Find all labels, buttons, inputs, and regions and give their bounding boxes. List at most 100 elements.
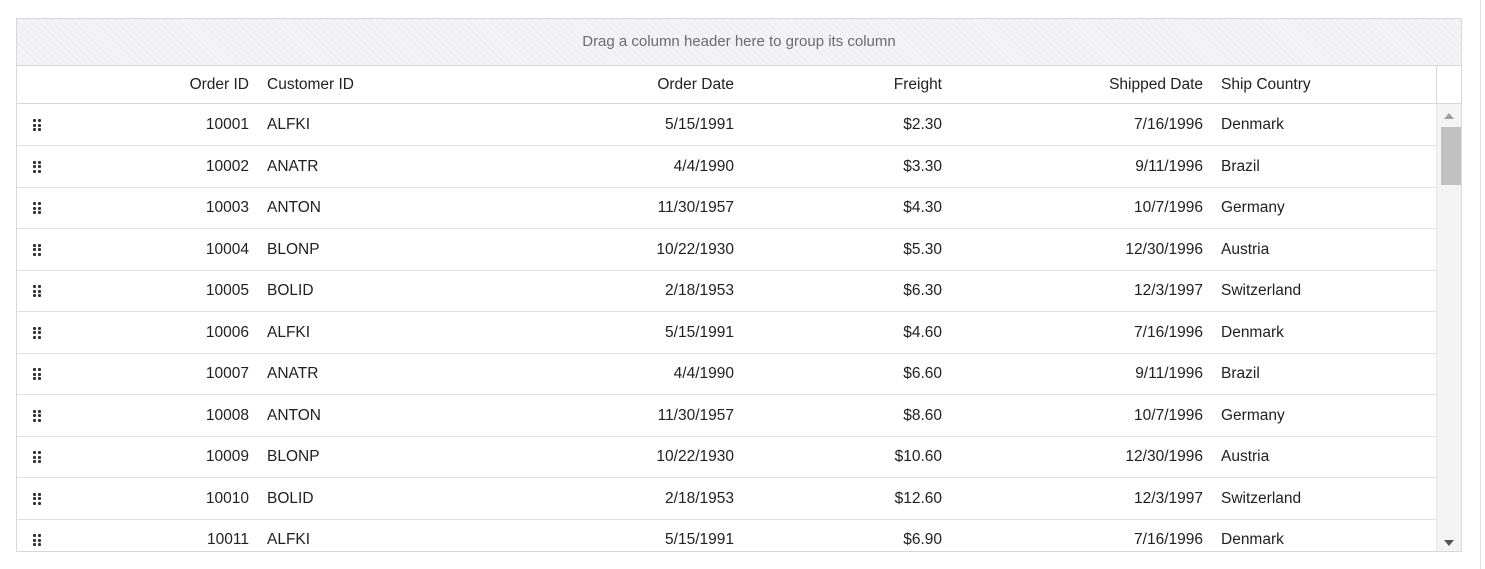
- drag-handle-icon[interactable]: [33, 368, 41, 380]
- drag-handle-icon[interactable]: [33, 326, 41, 339]
- drag-handle-icon[interactable]: [33, 160, 41, 173]
- cell-customer-id: ALFKI: [267, 116, 311, 133]
- cell-freight: $6.90: [903, 531, 942, 548]
- cell-order-id: 10005: [205, 282, 249, 299]
- header-scrollbar-gap: [1436, 66, 1461, 103]
- cell-order-id: 10004: [205, 240, 249, 258]
- cell-order-date: 11/30/1957: [657, 199, 734, 216]
- scrollbar-thumb[interactable]: [1441, 127, 1461, 185]
- arrow-down-icon[interactable]: [1444, 540, 1454, 546]
- table-row[interactable]: 10002 ANATR 4/4/1990 $3.30 9/11/1996 Brazil: [17, 146, 1438, 188]
- cell-freight: $4.30: [903, 199, 942, 216]
- cell-order-date: 5/15/1991: [665, 116, 734, 133]
- column-header-order-date[interactable]: Order Date: [657, 76, 734, 93]
- drag-handle-icon[interactable]: [33, 202, 41, 214]
- cell-freight: $2.30: [903, 116, 942, 133]
- vertical-scrollbar[interactable]: [1436, 104, 1461, 551]
- cell-freight: $6.30: [903, 282, 942, 299]
- cell-order-date: 10/22/1930: [656, 448, 734, 465]
- cell-customer-id: BOLID: [267, 489, 314, 507]
- cell-order-id: 10010: [205, 489, 249, 507]
- table-row[interactable]: 10005 BOLID 2/18/1953 $6.30 12/3/1997 Switzer…: [17, 270, 1438, 312]
- cell-order-id: 10002: [205, 157, 249, 175]
- column-header-order-id[interactable]: Order ID: [189, 76, 249, 93]
- cell-ship-country: Denmark: [1221, 116, 1284, 133]
- cell-order-date: 5/15/1991: [665, 531, 734, 548]
- drag-handle-icon[interactable]: [33, 492, 41, 505]
- drag-handle-icon[interactable]: [33, 534, 41, 546]
- group-drop-area[interactable]: Drag a column header here to group its c…: [17, 19, 1461, 66]
- drag-handle-icon[interactable]: [33, 285, 41, 297]
- cell-ship-country: Switzerland: [1221, 282, 1302, 299]
- cell-shipped-date: 9/11/1996: [1135, 365, 1203, 382]
- cell-shipped-date: 10/7/1996: [1134, 199, 1203, 216]
- column-header-shipped-date[interactable]: Shipped Date: [1109, 76, 1203, 93]
- cell-order-date: 4/4/1990: [673, 365, 734, 382]
- cell-ship-country: Brazil: [1221, 157, 1260, 175]
- column-header-ship-country[interactable]: Ship Country: [1221, 76, 1311, 93]
- cell-ship-country: Austria: [1221, 448, 1270, 465]
- cell-customer-id: BOLID: [267, 282, 314, 299]
- table-row[interactable]: 10011 ALFKI 5/15/1991 $6.90 7/16/1996 Denmark: [17, 519, 1438, 551]
- cell-freight: $8.60: [903, 406, 942, 424]
- cell-order-date: 5/15/1991: [665, 323, 734, 341]
- table-row[interactable]: 10008 ANTON 11/30/1957 $8.60 10/7/1996 German…: [17, 395, 1438, 437]
- cell-ship-country: Denmark: [1221, 323, 1284, 341]
- table-row[interactable]: 10003 ANTON 11/30/1957 $4.30 10/7/1996 German…: [17, 187, 1438, 229]
- cell-shipped-date: 7/16/1996: [1134, 323, 1203, 341]
- cell-shipped-date: 12/3/1997: [1134, 282, 1203, 299]
- cell-order-id: 10001: [205, 116, 249, 133]
- column-header-customer-id[interactable]: Customer ID: [267, 76, 354, 93]
- drag-handle-icon[interactable]: [33, 451, 41, 463]
- cell-customer-id: ALFKI: [267, 531, 311, 548]
- cell-ship-country: Germany: [1221, 199, 1285, 216]
- cell-shipped-date: 12/3/1997: [1134, 489, 1203, 507]
- cell-shipped-date: 12/30/1996: [1125, 240, 1203, 258]
- cell-customer-id: ANATR: [267, 365, 319, 382]
- cell-freight: $4.60: [903, 323, 942, 341]
- data-grid: Drag a column header here to group its c…: [16, 18, 1462, 552]
- table-row[interactable]: 10006 ALFKI 5/15/1991 $4.60 7/16/1996 Denmark: [17, 312, 1438, 354]
- cell-order-date: 2/18/1953: [665, 282, 734, 299]
- arrow-up-icon[interactable]: [1444, 113, 1454, 119]
- drag-handle-icon[interactable]: [33, 243, 41, 256]
- cell-order-date: 11/30/1957: [657, 406, 734, 424]
- table-row[interactable]: 10009 BLONP 10/22/1930 $10.60 12/30/1996 Aust…: [17, 436, 1438, 478]
- cell-order-id: 10008: [205, 406, 249, 424]
- cell-order-date: 2/18/1953: [665, 489, 734, 507]
- cell-customer-id: ANTON: [267, 199, 321, 216]
- table-row[interactable]: 10010 BOLID 2/18/1953 $12.60 12/3/1997 Switze…: [17, 478, 1438, 520]
- cell-order-id: 10003: [205, 199, 249, 216]
- cell-freight: $5.30: [903, 240, 942, 258]
- cell-ship-country: Brazil: [1221, 365, 1260, 382]
- page-divider: [1480, 0, 1481, 569]
- cell-customer-id: BLONP: [267, 240, 320, 258]
- drag-handle-icon[interactable]: [33, 119, 41, 131]
- cell-order-id: 10006: [205, 323, 249, 341]
- cell-customer-id: ANTON: [267, 406, 321, 424]
- cell-order-id: 10007: [205, 365, 249, 382]
- table-row[interactable]: 10001 ALFKI 5/15/1991 $2.30 7/16/1996 Denmark: [17, 104, 1438, 146]
- cell-customer-id: ANATR: [267, 157, 319, 175]
- cell-shipped-date: 12/30/1996: [1125, 448, 1203, 465]
- cell-ship-country: Switzerland: [1221, 489, 1302, 507]
- drag-handle-icon[interactable]: [33, 409, 41, 422]
- cell-order-date: 10/22/1930: [656, 240, 734, 258]
- cell-order-date: 4/4/1990: [673, 157, 734, 175]
- cell-shipped-date: 7/16/1996: [1134, 116, 1203, 133]
- cell-customer-id: BLONP: [267, 448, 320, 465]
- header-row: Order ID Customer ID Order Date Freight …: [17, 66, 1461, 104]
- cell-freight: $3.30: [903, 157, 942, 175]
- column-header-freight[interactable]: Freight: [893, 76, 942, 93]
- cell-freight: $6.60: [903, 365, 942, 382]
- table-row[interactable]: 10004 BLONP 10/22/1930 $5.30 12/30/1996 Austr…: [17, 229, 1438, 271]
- cell-order-id: 10011: [207, 531, 249, 548]
- cell-freight: $10.60: [894, 448, 942, 465]
- cell-shipped-date: 10/7/1996: [1134, 406, 1203, 424]
- table-row[interactable]: 10007 ANATR 4/4/1990 $6.60 9/11/1996 Brazil: [17, 353, 1438, 395]
- cell-ship-country: Germany: [1221, 406, 1285, 424]
- cell-freight: $12.60: [894, 489, 942, 507]
- grid-body: 10001 ALFKI 5/15/1991 $2.30 7/16/1996 Denmark…: [17, 104, 1461, 551]
- cell-shipped-date: 9/11/1996: [1135, 157, 1203, 175]
- cell-ship-country: Austria: [1221, 240, 1270, 258]
